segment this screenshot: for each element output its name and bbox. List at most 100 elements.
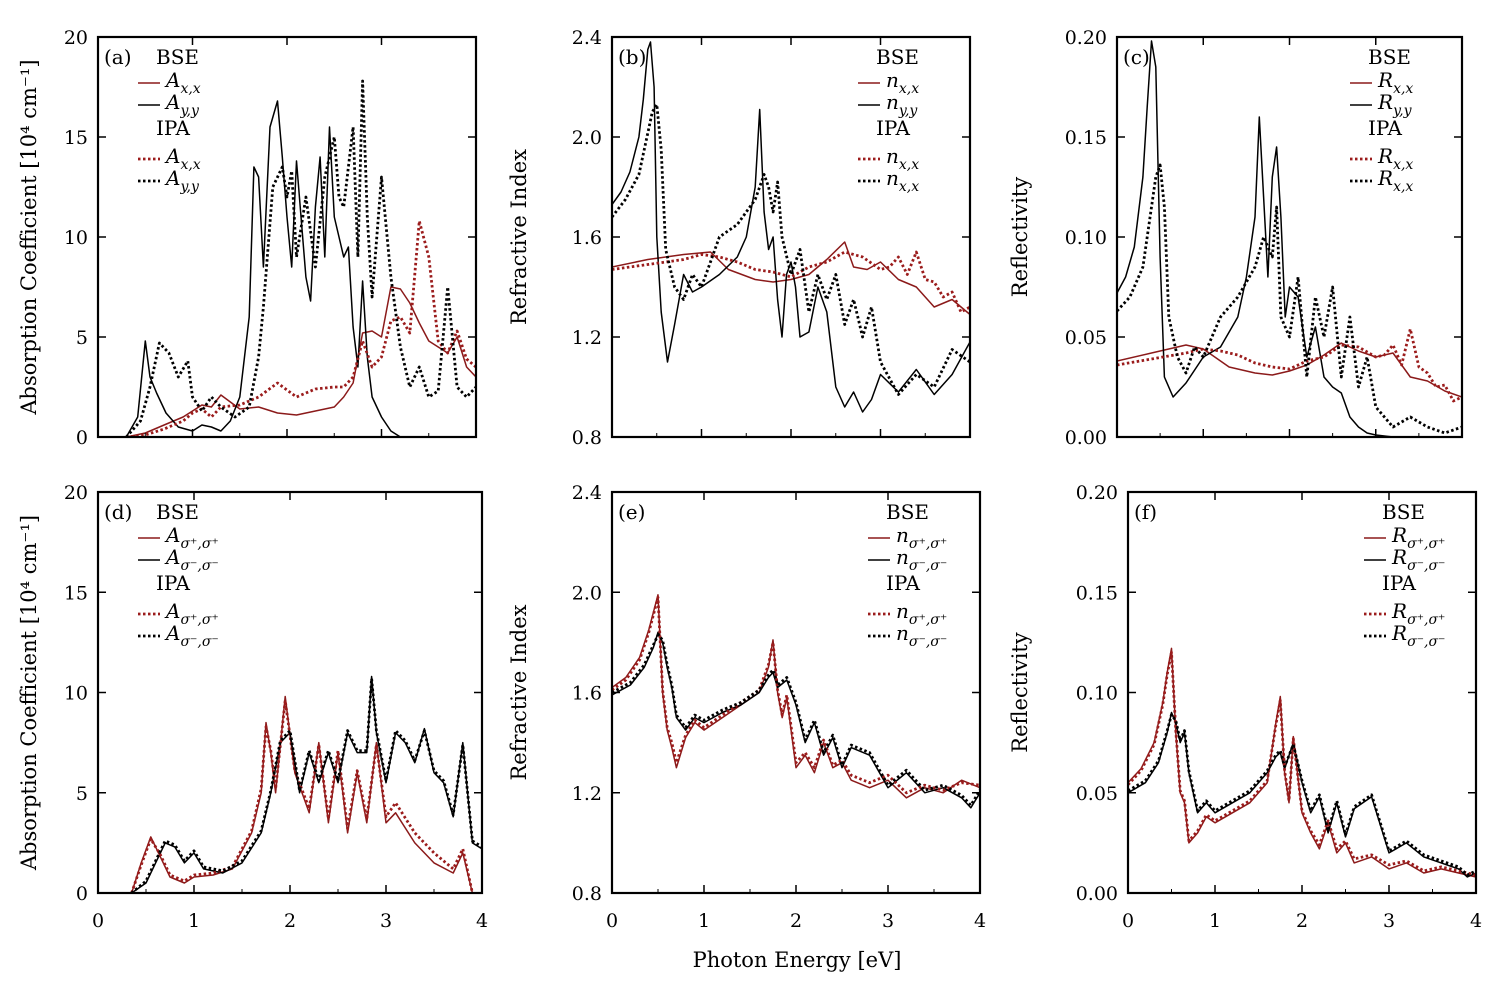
legend-entry: Aσ⁺,σ⁺ (164, 523, 219, 552)
legend-entry: Rσ⁻,σ⁻ (1391, 545, 1445, 574)
legend-title: BSE (1382, 500, 1425, 524)
y-tick-label: 20 (64, 27, 88, 49)
x-tick-label: 3 (1383, 910, 1395, 932)
series-line-f-0 (1128, 647, 1476, 878)
y-tick-label: 0.20 (1076, 482, 1118, 504)
panel-a: 0 5 10 15 20 Absorption Coefficient [10⁴ cm⁻¹… (17, 27, 478, 449)
y-tick-label: 0.8 (572, 427, 602, 449)
panel-label: (e) (618, 500, 645, 524)
y-tick-label: 0.05 (1076, 783, 1118, 805)
y-tick-label: 1.2 (572, 327, 602, 349)
y-axis-label: Reflectivity (1008, 632, 1032, 753)
panel-label: (d) (104, 500, 132, 524)
y-tick-label: 0 (76, 427, 88, 449)
legend-entry: Rx,x (1377, 68, 1413, 97)
x-tick-label: 3 (882, 910, 894, 932)
y-axis-label: Refractive Index (507, 149, 531, 325)
legend-entry: Aσ⁺,σ⁺ (164, 599, 219, 628)
y-tick-label: 1.6 (572, 227, 602, 249)
y-tick-label: 1.2 (572, 783, 602, 805)
y-tick-label: 20 (64, 482, 88, 504)
y-tick-label: 0.15 (1076, 582, 1118, 604)
legend-entry: Rσ⁺,σ⁺ (1391, 523, 1445, 552)
x-tick-label: 2 (790, 910, 802, 932)
legend-entry: Ax,x (164, 68, 201, 97)
series-line-e-0 (612, 594, 980, 799)
legend-title: IPA (886, 571, 921, 595)
y-tick-label: 1.6 (572, 683, 602, 705)
legend-entry: Ay,y (164, 166, 200, 195)
legend-entry: nx,x (886, 144, 919, 173)
plot-frame-d (96, 490, 484, 895)
panel-label: (c) (1123, 45, 1150, 69)
series-line-d-2 (130, 699, 474, 893)
plot-frame-e (610, 490, 982, 895)
series-line-b-0 (612, 241, 970, 316)
legend-entry: Aσ⁻,σ⁻ (164, 545, 219, 574)
legend-entry: nσ⁻,σ⁻ (896, 621, 947, 650)
y-tick-label: 0.10 (1065, 227, 1107, 249)
y-tick-label: 0.00 (1065, 427, 1107, 449)
legend-entry: Ry,y (1377, 90, 1413, 119)
legend-entry: Rσ⁻,σ⁻ (1391, 621, 1445, 650)
x-tick-label: 4 (476, 910, 488, 932)
series-line-e-3 (612, 633, 980, 807)
series-line-c-3 (1117, 163, 1462, 435)
series-line-b-2 (612, 250, 970, 314)
legend-entry: Ay,y (164, 90, 200, 119)
series-line-d-3 (130, 677, 482, 893)
plot-frame-a (96, 35, 478, 439)
x-tick-label: 1 (698, 910, 710, 932)
legend-title: BSE (1368, 45, 1411, 69)
y-tick-label: 2.0 (572, 582, 602, 604)
panel-label: (b) (618, 45, 646, 69)
legend-title: BSE (876, 45, 919, 69)
series-line-c-1 (1117, 40, 1462, 437)
series-line-a-0 (126, 286, 476, 437)
plot-frame-f (1126, 490, 1478, 895)
legend-entry: nσ⁺,σ⁺ (896, 523, 947, 552)
series-line-d-0 (130, 695, 474, 893)
y-tick-label: 0.00 (1076, 883, 1118, 905)
y-tick-label: 2.0 (572, 127, 602, 149)
y-axis-label: Absorption Coefficient [10⁴ cm⁻¹] (17, 59, 41, 415)
panel-label: (a) (104, 45, 132, 69)
x-tick-label: 0 (92, 910, 104, 932)
y-tick-label: 2.4 (572, 27, 602, 49)
panel-e: 0.8 1.2 1.6 2.0 2.4 0 1 2 3 4 Refractive Index (e) B… (507, 482, 986, 932)
legend-title: IPA (1382, 571, 1417, 595)
legend-entry: Ax,x (164, 144, 201, 173)
x-tick-label: 2 (284, 910, 296, 932)
x-tick-label: 2 (1296, 910, 1308, 932)
legend-title: BSE (156, 500, 199, 524)
legend-entry: nx,x (886, 68, 919, 97)
x-tick-label: 0 (606, 910, 618, 932)
panel-f: 0.00 0.05 0.10 0.15 0.20 0 1 2 3 4 Reflectivity (f)… (1008, 482, 1482, 932)
series-line-a-3 (125, 79, 476, 437)
series-line-f-2 (1128, 651, 1476, 877)
legend-title: IPA (876, 116, 911, 140)
x-tick-label: 3 (380, 910, 392, 932)
y-axis-label: Reflectivity (1008, 177, 1032, 298)
panel-label: (f) (1134, 500, 1157, 524)
legend-entry: Aσ⁻,σ⁻ (164, 621, 219, 650)
legend-title: IPA (156, 571, 191, 595)
y-tick-label: 5 (76, 327, 88, 349)
series-line-b-3 (612, 103, 970, 396)
legend-entry: nσ⁻,σ⁻ (896, 545, 947, 574)
x-tick-label: 1 (1209, 910, 1221, 932)
y-tick-label: 0.20 (1065, 27, 1107, 49)
y-tick-label: 10 (64, 227, 88, 249)
legend-title: BSE (156, 45, 199, 69)
x-tick-label: 4 (974, 910, 986, 932)
x-axis-label: Photon Energy [eV] (693, 948, 902, 972)
x-tick-label: 4 (1470, 910, 1482, 932)
series-line-c-2 (1117, 327, 1462, 403)
